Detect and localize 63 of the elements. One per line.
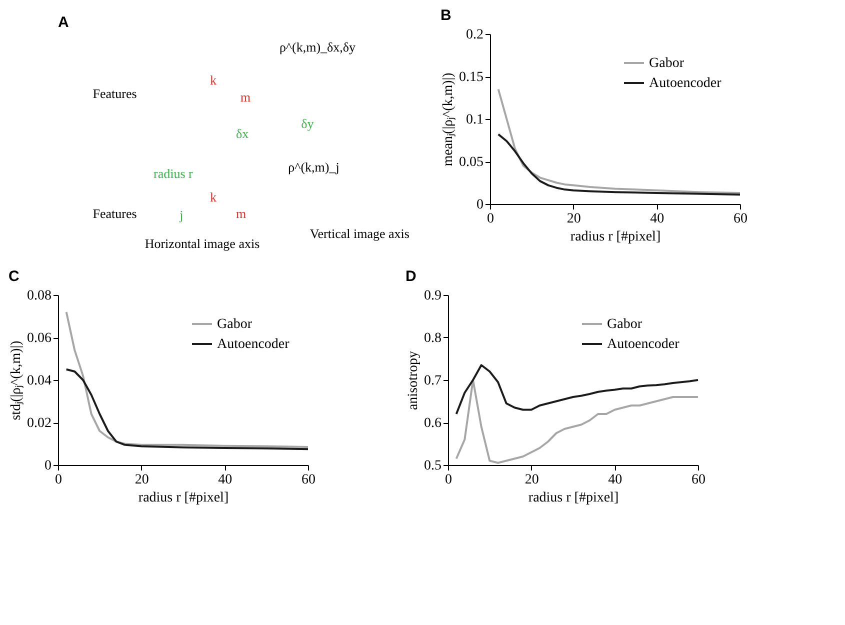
y-axis-title: meanⱼ(|ρⱼ^(k,m)|) (441, 72, 456, 166)
text: j (178, 207, 184, 222)
x-tick-label: 60 (692, 472, 706, 488)
y-tick-label: 0.5 (424, 458, 442, 474)
text: m (240, 89, 250, 104)
chart-title: C (8, 268, 20, 285)
legend-label: Autoencoder (217, 337, 290, 352)
text: k (210, 72, 217, 88)
text: δy (301, 116, 314, 131)
x-tick-label: 0 (55, 472, 62, 488)
y-tick-label: 0.02 (27, 416, 52, 431)
y-tick-label: 0.9 (424, 288, 442, 304)
legend-label: Autoencoder (649, 76, 722, 91)
y-tick-label: 0.08 (27, 288, 52, 304)
x-axis-title: radius r [#pixel] (138, 490, 229, 506)
text: Vertical image axis (310, 226, 410, 241)
text: δx (236, 126, 250, 141)
y-tick-label: 0.1 (466, 112, 484, 128)
y-tick-label: 0.6 (424, 416, 442, 431)
y-tick-label: 0 (44, 458, 52, 474)
x-tick-label: 40 (608, 472, 622, 488)
text: A (58, 14, 69, 31)
x-tick-label: 20 (524, 472, 539, 488)
y-axis-title: anisotropy (406, 350, 421, 410)
line-series (497, 88, 741, 194)
text: m (236, 206, 246, 221)
x-tick-label: 20 (134, 472, 149, 488)
y-tick-label: 0.04 (27, 374, 52, 388)
line-series (497, 133, 741, 196)
legend-label: Gabor (649, 56, 684, 71)
line-series (455, 364, 699, 415)
text: Features (92, 206, 137, 221)
x-tick-label: 60 (302, 472, 316, 488)
x-axis-title: radius r [#pixel] (528, 490, 619, 506)
x-tick-label: 0 (487, 212, 494, 226)
text: Horizontal image axis (144, 236, 260, 251)
x-tick-label: 20 (566, 212, 581, 226)
y-axis-title: stdⱼ(|ρⱼ^(k,m)|) (9, 340, 24, 420)
x-tick-label: 40 (218, 472, 232, 488)
y-tick-label: 0.15 (459, 70, 484, 85)
y-tick-label: 0.06 (27, 331, 52, 346)
text: ρ^(k,m)_j (288, 159, 340, 174)
chart-title: D (406, 268, 416, 285)
x-tick-label: 0 (445, 472, 452, 488)
y-tick-label: 0.2 (466, 28, 484, 42)
line-series (65, 311, 309, 448)
x-tick-label: 60 (734, 212, 748, 226)
x-tick-label: 40 (650, 212, 664, 226)
line-series (455, 379, 699, 464)
text: k (210, 189, 217, 204)
text: ρ^(k,m)_δx,δy (279, 39, 356, 54)
chart-title: B (440, 7, 452, 24)
line-series (65, 368, 309, 450)
y-tick-label: 0.8 (424, 331, 442, 346)
text: Features (92, 86, 137, 101)
y-tick-label: 0.05 (459, 155, 484, 170)
legend-label: Gabor (217, 317, 252, 332)
y-tick-label: 0 (476, 198, 484, 212)
y-tick-label: 0.7 (424, 374, 442, 388)
legend-label: Gabor (607, 317, 642, 332)
legend-label: Autoencoder (607, 337, 680, 352)
text: radius r (154, 166, 194, 181)
x-axis-title: radius r [#pixel] (570, 230, 661, 244)
